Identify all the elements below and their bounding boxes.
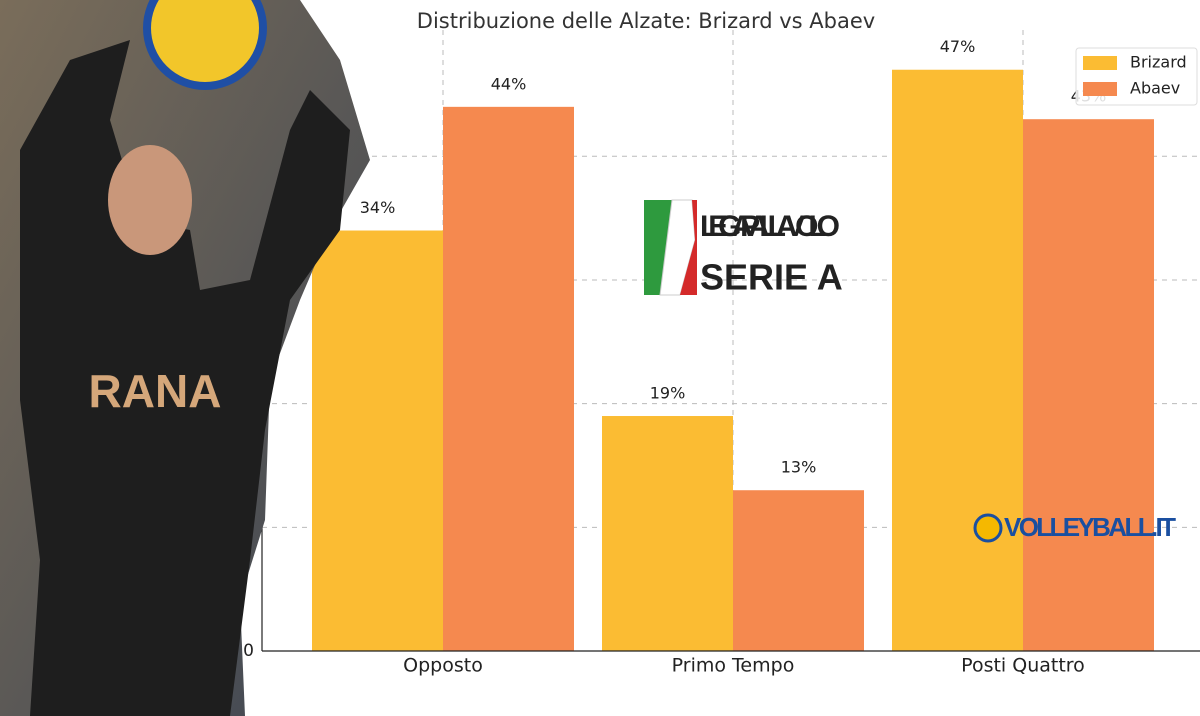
value-label: 47% xyxy=(940,37,976,56)
bar xyxy=(602,416,733,651)
legend-label: Brizard xyxy=(1130,53,1187,72)
value-label: 13% xyxy=(781,458,817,477)
legend: Brizard Abaev xyxy=(1075,47,1198,106)
legend-label: Abaev xyxy=(1130,79,1180,98)
league-logo: LEGA PALLAVOLO SERIE A xyxy=(644,199,843,298)
plot-area: 01020304034%19%47%44%13%43%OppostoPrimo … xyxy=(232,30,1200,677)
chart-title: Distribuzione delle Alzate: Brizard vs A… xyxy=(417,9,875,33)
logo-text: LEGA PALLAVOLO xyxy=(700,210,840,243)
legend-swatch xyxy=(1083,56,1117,70)
value-label: 34% xyxy=(360,198,396,217)
bar xyxy=(1023,119,1154,651)
svg-text:RANA: RANA xyxy=(89,365,222,417)
bar xyxy=(733,490,864,651)
x-tick-label: Posti Quattro xyxy=(961,655,1085,677)
legend-swatch xyxy=(1083,82,1117,96)
x-tick-label: Primo Tempo xyxy=(672,655,795,677)
y-tick-label: 0 xyxy=(243,641,254,661)
value-label: 19% xyxy=(650,384,686,403)
logo-text: SERIE A xyxy=(700,257,843,298)
logo-text: VOLLEYBALL.IT xyxy=(1004,512,1176,542)
x-tick-label: Opposto xyxy=(403,655,483,677)
site-logo: VOLLEYBALL.IT xyxy=(973,512,1176,543)
value-label: 44% xyxy=(491,74,527,93)
bar xyxy=(312,230,443,652)
bar xyxy=(892,69,1023,652)
player-photo: RANA xyxy=(0,0,370,716)
bar xyxy=(443,106,574,651)
